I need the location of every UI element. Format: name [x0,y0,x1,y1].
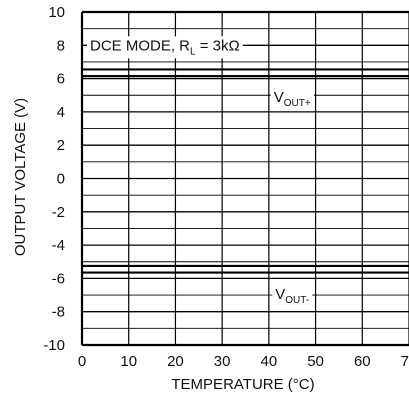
series-label-vout-: VOUT+ [274,89,311,109]
y-tick-label-0: 0 [57,171,65,188]
grid-layer [81,11,409,346]
x-tick-label-50: 50 [307,353,324,370]
x-tick-label-10: 10 [120,353,137,370]
x-tick-label-0: 0 [78,353,86,370]
y-axis-label: OUTPUT VOLTAGE (V) [12,98,29,256]
series-label-bg-vout- [270,87,314,110]
y-tick-label-10: 10 [48,4,65,21]
y-tick-label-8: 8 [57,37,65,54]
x-tick-label-60: 60 [354,353,371,370]
y-tick-label-6: 6 [57,71,65,88]
x-tick-label-40: 40 [261,353,278,370]
x-tick-label-20: 20 [167,353,184,370]
series-label-bg-vout- [272,285,313,308]
y-tick-label--6: -6 [52,270,65,287]
series-label-vout-: VOUT- [275,286,309,306]
series-layer [82,68,409,274]
mode-annotation: DCE MODE, RL = 3kΩ [90,37,240,57]
x-tick-label-70: 70 [401,353,409,370]
y-tick-label--10: -10 [43,337,65,354]
annotation-layer: VOUT+ VOUT- DCE MODE, RL = 3kΩ [87,36,314,308]
x-tick-label-30: 30 [214,353,231,370]
y-tick-label--4: -4 [52,237,65,254]
mode-annotation-bg [87,36,243,59]
x-axis-label: TEMPERATURE (°C) [171,376,314,393]
y-tick-label-4: 4 [57,104,65,121]
frame-layer [80,10,409,347]
y-tick-label--8: -8 [52,304,65,321]
y-tick-label--2: -2 [52,204,65,221]
y-tick-label-2: 2 [57,137,65,154]
